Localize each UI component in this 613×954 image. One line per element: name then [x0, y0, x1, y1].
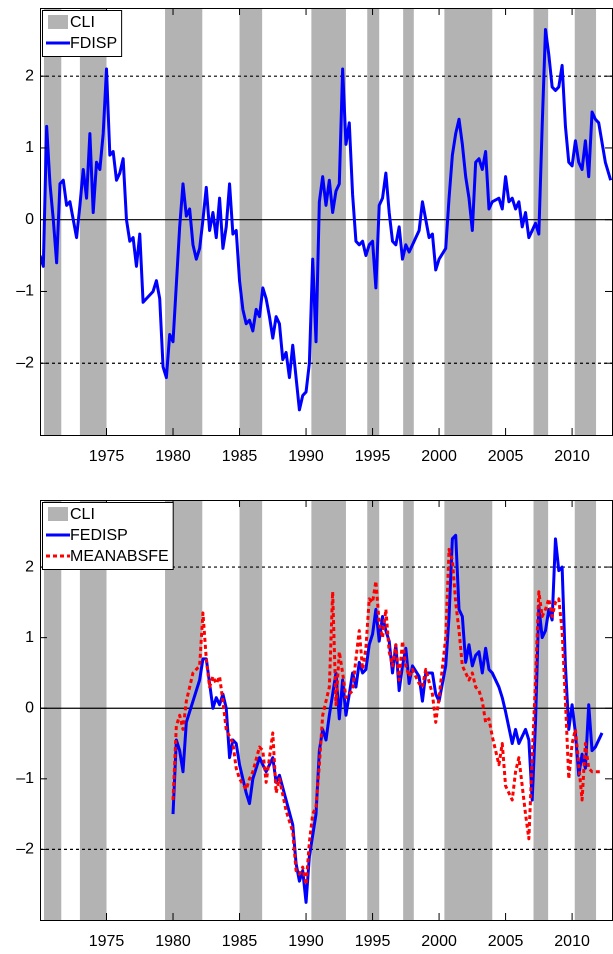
plot-area: [40, 500, 612, 920]
legend-swatch: [48, 507, 68, 521]
shaded-region: [239, 500, 263, 920]
shaded-region: [311, 8, 346, 435]
legend: CLI FDISP: [42, 10, 123, 57]
shaded-region: [367, 500, 380, 920]
x-tick-label: 2005: [488, 933, 524, 950]
legend-label: FDISP: [70, 35, 117, 52]
y-tick-label: 2: [25, 67, 34, 84]
y-tick-label: 1: [25, 629, 34, 646]
y-tick-label: 0: [25, 211, 34, 228]
legend: CLI FEDISP MEANABSFE: [42, 502, 174, 570]
shaded-region: [533, 8, 549, 435]
legend-label: CLI: [70, 506, 95, 523]
shaded-region: [43, 500, 62, 920]
y-tick-label: –2: [16, 841, 34, 858]
data-line: [40, 28, 612, 412]
x-tick-label: 1990: [288, 448, 324, 465]
x-tick-label: 1980: [155, 933, 191, 950]
shaded-region: [444, 8, 493, 435]
x-tick-label: 1990: [288, 933, 324, 950]
y-tick-label: 1: [25, 139, 34, 156]
shaded-region: [403, 500, 414, 920]
plot-content: [40, 500, 612, 920]
x-tick-label: 2000: [421, 448, 457, 465]
y-tick-label: –2: [16, 354, 34, 371]
shaded-region: [533, 500, 549, 920]
y-tick-label: 2: [25, 558, 34, 575]
shaded-region: [403, 8, 414, 435]
shaded-region: [574, 8, 597, 435]
legend-label: CLI: [70, 14, 95, 31]
data-line: [171, 547, 603, 887]
legend-swatch: [48, 15, 68, 29]
y-tick-label: –1: [16, 770, 34, 787]
x-tick-label: 1975: [89, 448, 125, 465]
x-tick-label: 2010: [554, 448, 590, 465]
shaded-region: [574, 500, 597, 920]
y-tick-label: 0: [25, 699, 34, 716]
x-tick-label: 1985: [222, 933, 258, 950]
shaded-region: [239, 8, 263, 435]
x-tick-label: 1985: [222, 448, 258, 465]
legend-label: MEANABSFE: [70, 548, 169, 565]
x-tick-label: 2005: [488, 448, 524, 465]
x-tick-label: 2010: [554, 933, 590, 950]
x-tick-label: 1980: [155, 448, 191, 465]
plot-area: [40, 8, 612, 435]
x-tick-label: 1975: [89, 933, 125, 950]
y-tick-label: –1: [16, 283, 34, 300]
shaded-region: [165, 8, 203, 435]
x-tick-label: 1995: [355, 933, 391, 950]
shaded-region: [79, 8, 107, 435]
plot-content: [40, 8, 612, 435]
x-tick-label: 2000: [421, 933, 457, 950]
shaded-region: [367, 8, 380, 435]
x-tick-label: 1995: [355, 448, 391, 465]
legend-label: FEDISP: [70, 527, 128, 544]
